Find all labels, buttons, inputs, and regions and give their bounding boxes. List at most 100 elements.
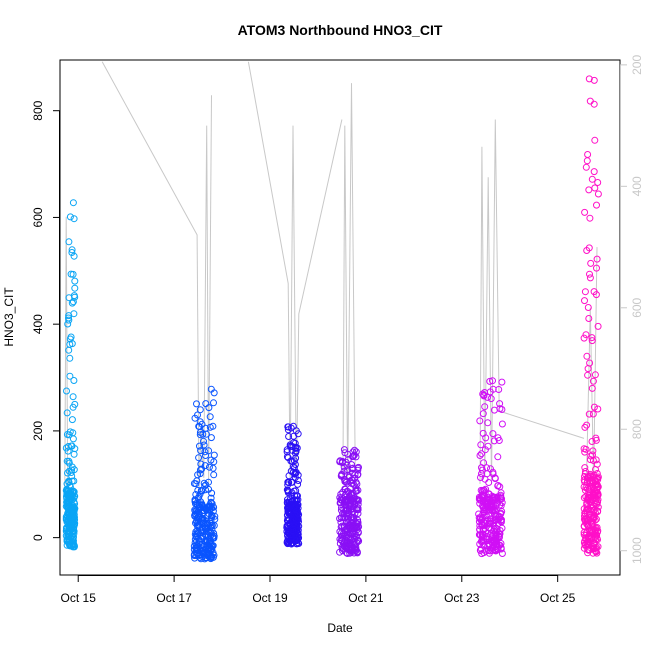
- pressure-trace-line: [247, 61, 343, 484]
- x-axis: Oct 15 Oct 17 Oct 19 Oct 21 Oct 23 Oct 25: [61, 575, 576, 605]
- data-point: [482, 534, 490, 542]
- data-point: [594, 405, 602, 413]
- data-point: [353, 506, 361, 514]
- data-point: [481, 475, 489, 483]
- data-point: [583, 503, 591, 511]
- data-point: [344, 550, 351, 557]
- data-point: [340, 506, 348, 513]
- data-point: [351, 446, 358, 454]
- data-point: [63, 409, 71, 417]
- data-point: [67, 512, 75, 520]
- data-point: [207, 434, 215, 442]
- data-point: [284, 514, 292, 522]
- data-point: [210, 534, 218, 542]
- data-point: [346, 517, 354, 525]
- data-point: [207, 494, 215, 502]
- data-point: [581, 297, 588, 305]
- data-point: [65, 527, 73, 535]
- data-point: [71, 284, 79, 292]
- data-point: [197, 486, 205, 494]
- data-point: [593, 201, 600, 209]
- data-point: [489, 385, 497, 393]
- data-point: [198, 515, 206, 523]
- data-point: [65, 467, 73, 475]
- data-point: [588, 175, 596, 183]
- data-point: [206, 413, 214, 421]
- data-point: [70, 527, 78, 535]
- data-point: [498, 550, 506, 557]
- data-point: [336, 540, 344, 547]
- data-point: [592, 436, 600, 444]
- data-point: [346, 493, 354, 501]
- data-point: [348, 461, 356, 469]
- data-point: [206, 423, 214, 431]
- data-point: [587, 502, 595, 509]
- data-point: [585, 488, 593, 496]
- data-point: [69, 199, 77, 207]
- data-point: [193, 549, 201, 557]
- data-point: [202, 400, 210, 408]
- data-point: [70, 377, 78, 384]
- data-point: [342, 478, 350, 486]
- data-point: [283, 446, 291, 454]
- data-point: [490, 519, 498, 527]
- data-point: [68, 246, 76, 254]
- data-point: [349, 453, 356, 461]
- data-point: [583, 352, 591, 360]
- data-point: [292, 540, 300, 548]
- data-point: [585, 186, 593, 194]
- data-point: [484, 419, 492, 427]
- y2-tick-label: 400: [630, 176, 644, 196]
- data-point: [68, 299, 76, 307]
- data-point: [584, 365, 592, 373]
- data-point: [586, 491, 594, 499]
- data-point: [290, 520, 298, 528]
- data-point: [477, 486, 485, 494]
- data-point: [63, 387, 70, 395]
- data-point: [498, 406, 506, 413]
- data-point: [198, 487, 206, 495]
- data-point: [64, 447, 72, 455]
- data-point: [475, 514, 483, 522]
- data-point: [284, 517, 292, 524]
- data-point: [65, 346, 73, 354]
- data-point: [204, 511, 212, 519]
- data-point: [287, 457, 295, 465]
- data-point: [491, 496, 498, 504]
- data-point: [497, 509, 505, 517]
- data-point: [581, 208, 589, 216]
- data-point: [294, 430, 302, 438]
- data-point: [494, 453, 502, 461]
- data-point: [481, 403, 489, 411]
- data-point: [336, 548, 344, 556]
- data-point: [585, 75, 593, 83]
- data-point: [581, 473, 588, 480]
- data-point: [487, 395, 495, 403]
- data-point: [291, 504, 299, 511]
- data-point: [582, 531, 590, 539]
- data-point: [202, 525, 210, 533]
- data-point: [70, 310, 78, 318]
- data-point: [589, 410, 597, 418]
- data-point: [198, 500, 206, 508]
- data-point: [483, 393, 491, 401]
- data-point: [68, 416, 76, 424]
- data-point: [62, 516, 70, 524]
- data-point: [206, 535, 214, 543]
- data-point: [340, 446, 348, 454]
- x-tick-label: Oct 23: [444, 591, 480, 605]
- y2-tick-label: 600: [630, 297, 644, 317]
- y-axis: 0 200 400 600 800: [31, 100, 60, 541]
- data-point: [483, 495, 491, 503]
- data-point: [294, 526, 302, 534]
- data-point: [496, 530, 504, 538]
- data-point: [586, 526, 594, 534]
- data-point: [205, 447, 213, 455]
- data-point: [476, 525, 484, 533]
- data-point: [207, 502, 215, 510]
- data-point: [498, 420, 506, 428]
- data-point: [196, 442, 203, 450]
- data-point: [348, 465, 356, 473]
- data-point: [284, 481, 292, 489]
